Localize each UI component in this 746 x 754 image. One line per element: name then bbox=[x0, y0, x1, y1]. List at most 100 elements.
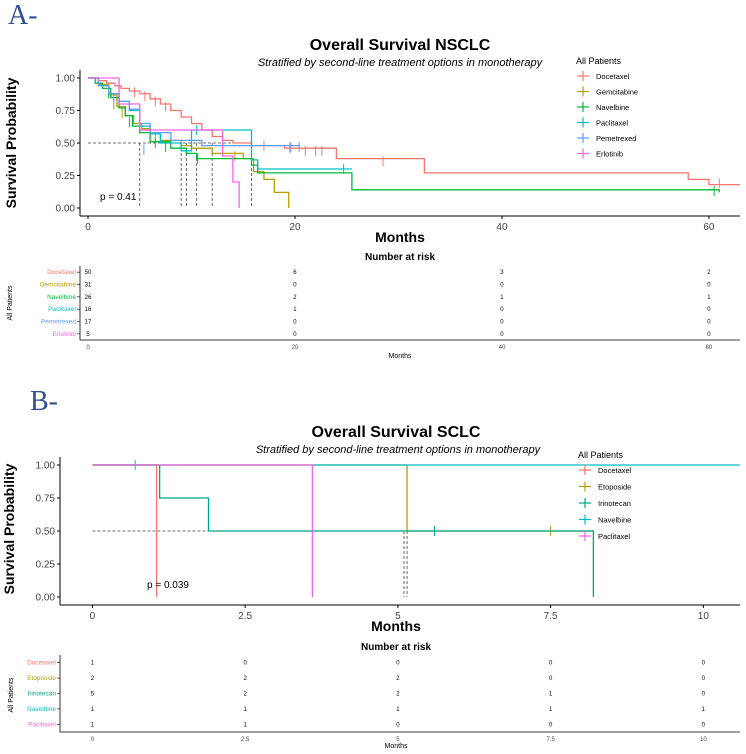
risk-count: 1 bbox=[91, 722, 95, 728]
risk-count: 0 bbox=[549, 722, 553, 728]
risk-count: 26 bbox=[85, 295, 92, 301]
risk-x-tick-label: 0 bbox=[91, 737, 95, 743]
risk-count: 0 bbox=[500, 283, 504, 289]
panel-letter: B- bbox=[30, 386, 58, 417]
risk-count: 0 bbox=[702, 722, 706, 728]
legend-label: Docetaxel bbox=[596, 72, 630, 81]
survival-curve-paclitaxel bbox=[88, 77, 352, 170]
survival-curve-paclitaxel bbox=[92, 464, 314, 597]
risk-count: 0 bbox=[293, 332, 297, 338]
legend-label: Gemcitabine bbox=[596, 88, 638, 97]
risk-row-label: Irinotecan bbox=[27, 691, 56, 698]
y-tick-label: 0.75 bbox=[56, 106, 76, 117]
risk-count: 2 bbox=[243, 676, 247, 682]
risk-count: 0 bbox=[549, 676, 553, 682]
risk-count: 0 bbox=[702, 661, 706, 667]
legend-title: All Patients bbox=[578, 450, 624, 460]
risk-count: 1 bbox=[293, 307, 297, 313]
legend-title: All Patients bbox=[576, 56, 622, 66]
risk-count: 50 bbox=[85, 270, 92, 276]
risk-count: 0 bbox=[396, 661, 400, 667]
panel-b: B- Overall Survival SCLC Stratified by sec… bbox=[1, 386, 740, 750]
risk-x-tick-label: 5 bbox=[396, 737, 400, 743]
survival-curve-docetaxel bbox=[88, 77, 740, 186]
x-tick-label: 20 bbox=[289, 222, 301, 233]
risk-count: 1 bbox=[549, 692, 553, 698]
y-tick-label: 0.25 bbox=[56, 171, 76, 182]
risk-x-tick-label: 0 bbox=[86, 345, 90, 351]
risk-count: 0 bbox=[707, 332, 711, 338]
risk-count: 0 bbox=[293, 320, 297, 326]
risk-count: 0 bbox=[707, 320, 711, 326]
risk-count: 0 bbox=[396, 722, 400, 728]
risk-table-title: Number at risk bbox=[361, 642, 431, 653]
risk-count: 1 bbox=[91, 707, 95, 713]
risk-row-label: Gemcitabine bbox=[40, 282, 77, 289]
y-tick-label: 0.75 bbox=[36, 494, 56, 505]
risk-count: 1 bbox=[500, 295, 504, 301]
risk-count: 2 bbox=[243, 692, 247, 698]
risk-count: 17 bbox=[85, 320, 92, 326]
risk-count: 1 bbox=[396, 707, 400, 713]
chart-subtitle: Stratified by second-line treatment opti… bbox=[258, 57, 544, 69]
risk-count: 1 bbox=[91, 661, 95, 667]
y-tick-label: 0.50 bbox=[56, 139, 76, 150]
risk-row-label: Pemetrexed bbox=[41, 319, 76, 326]
chart-title: Overall Survival SCLC bbox=[312, 424, 481, 441]
risk-count: 2 bbox=[396, 676, 400, 682]
legend-label: Paclitaxel bbox=[596, 119, 628, 128]
x-tick-label: 10 bbox=[698, 611, 710, 622]
x-axis-title: Months bbox=[371, 618, 421, 634]
legend-label: Erlotinib bbox=[596, 150, 623, 159]
risk-y-axis-title: All Patients bbox=[7, 285, 14, 321]
risk-count: 0 bbox=[500, 332, 504, 338]
p-value-label: p = 0.039 bbox=[147, 580, 189, 591]
panel-a: A- Overall Survival NSCLC Stratified by se… bbox=[3, 0, 740, 360]
risk-count: 1 bbox=[707, 295, 711, 301]
risk-count: 5 bbox=[86, 332, 90, 338]
x-tick-label: 40 bbox=[496, 222, 508, 233]
x-tick-label: 7.5 bbox=[544, 611, 558, 622]
risk-y-axis-title: All Patients bbox=[8, 677, 15, 713]
survival-curve-erlotinib bbox=[88, 77, 240, 208]
chart-subtitle: Stratified by second-line treatment opti… bbox=[256, 444, 542, 456]
y-tick-label: 0.00 bbox=[56, 204, 76, 215]
risk-count: 1 bbox=[549, 707, 553, 713]
risk-row-label: Paclitaxel bbox=[28, 721, 56, 728]
risk-count: 3 bbox=[500, 270, 504, 276]
y-tick-label: 1.00 bbox=[36, 461, 56, 472]
legend-label: Etoposide bbox=[598, 483, 631, 492]
risk-count: 0 bbox=[500, 307, 504, 313]
x-axis-title: Months bbox=[375, 229, 425, 245]
risk-count: 0 bbox=[293, 283, 297, 289]
risk-count: 6 bbox=[293, 270, 297, 276]
x-tick-label: 0 bbox=[90, 611, 96, 622]
risk-count: 2 bbox=[707, 270, 711, 276]
risk-row-label: Paclitaxel bbox=[48, 306, 76, 313]
panel-letter: A- bbox=[8, 0, 38, 31]
p-value-label: p = 0.41 bbox=[100, 192, 137, 203]
risk-count: 1 bbox=[702, 707, 706, 713]
risk-row-label: Docetaxel bbox=[47, 269, 76, 276]
y-axis-title: Survival Probability bbox=[1, 463, 17, 594]
risk-x-tick-label: 2.5 bbox=[241, 737, 250, 743]
chart-title: Overall Survival NSCLC bbox=[310, 37, 491, 54]
risk-count: 0 bbox=[243, 661, 247, 667]
risk-x-tick-label: 20 bbox=[292, 345, 299, 351]
legend-label: Paclitaxel bbox=[598, 532, 630, 541]
risk-count: 0 bbox=[702, 676, 706, 682]
risk-count: 0 bbox=[702, 692, 706, 698]
risk-count: 16 bbox=[85, 307, 92, 313]
risk-x-tick-label: 10 bbox=[700, 737, 707, 743]
risk-row-label: Navelbine bbox=[47, 294, 76, 301]
x-tick-label: 0 bbox=[85, 222, 91, 233]
legend-label: Docetaxel bbox=[598, 466, 632, 475]
risk-x-tick-label: 40 bbox=[499, 345, 506, 351]
survival-curve-navelbine bbox=[88, 77, 720, 193]
risk-row-label: Navelbine bbox=[27, 706, 56, 713]
risk-count: 2 bbox=[91, 676, 95, 682]
risk-count: 1 bbox=[243, 722, 247, 728]
risk-table-title: Number at risk bbox=[365, 252, 435, 263]
risk-x-axis-title: Months bbox=[389, 353, 412, 360]
